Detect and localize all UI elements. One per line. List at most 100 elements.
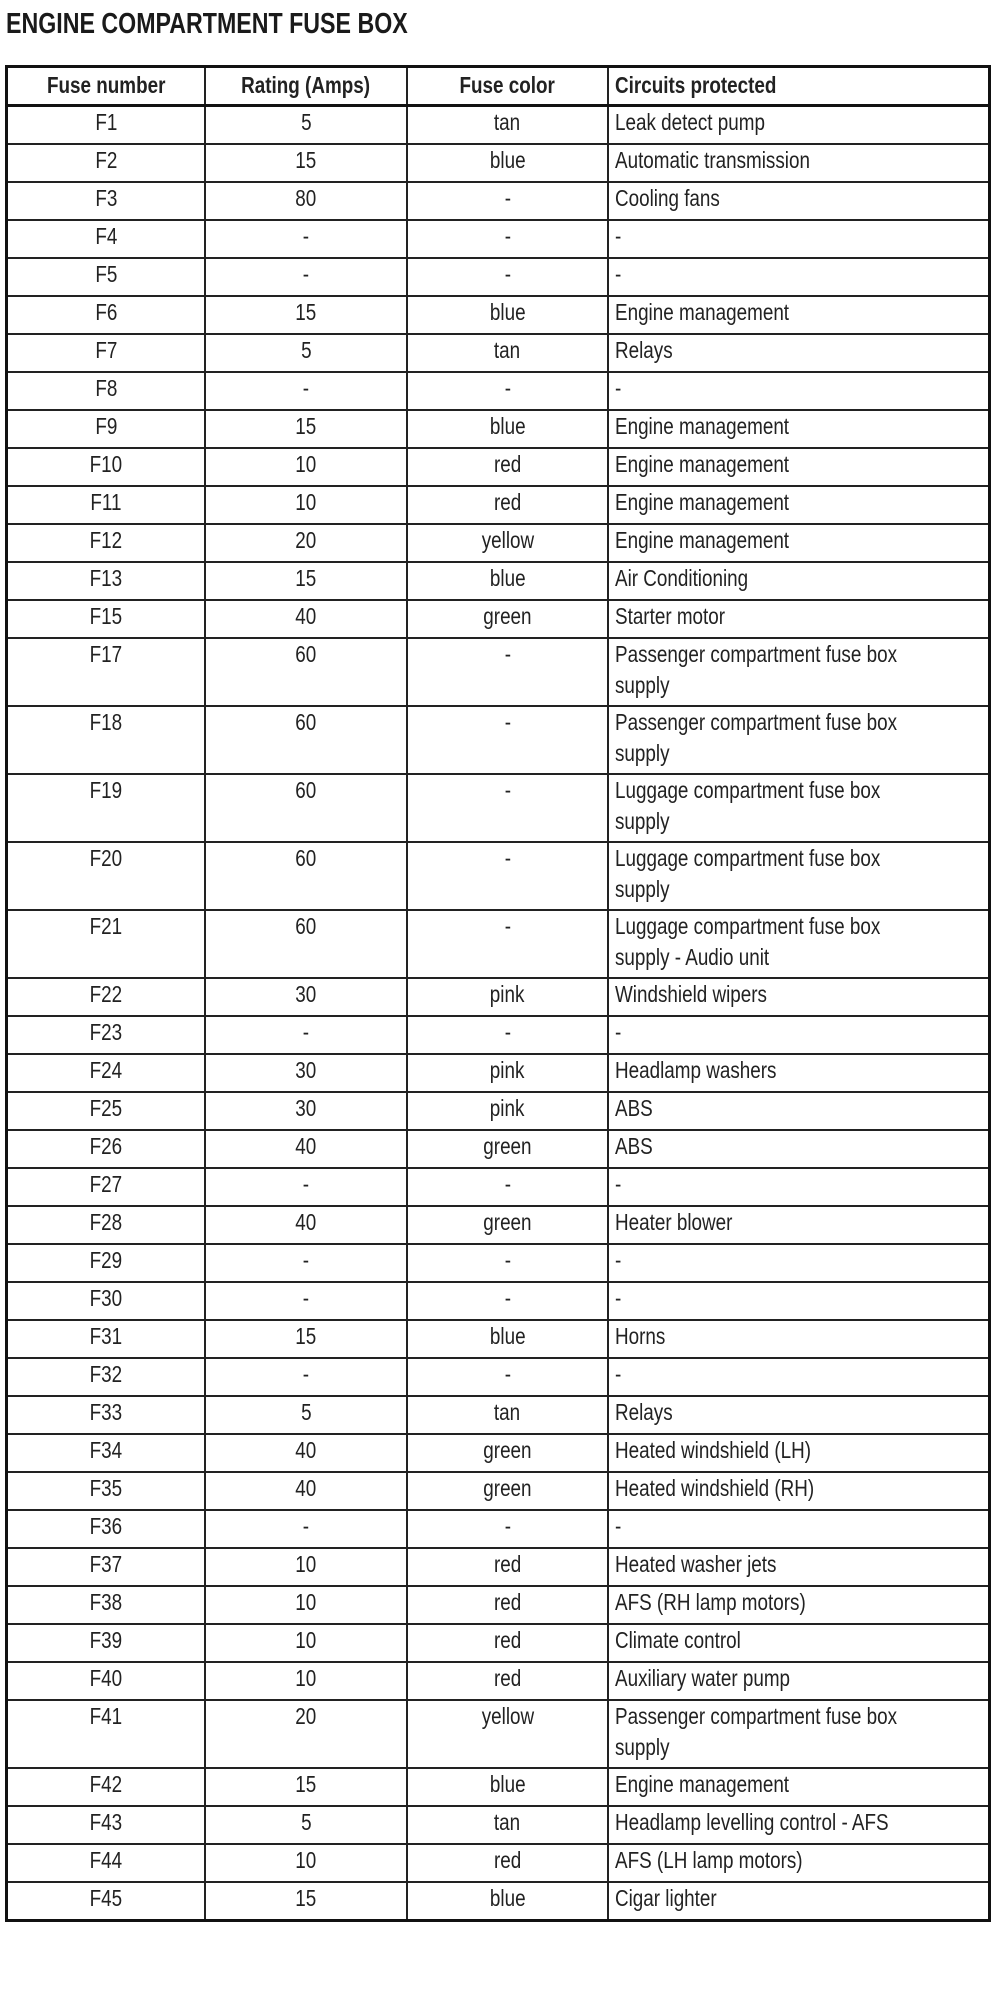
table-row: F29- - -	[5, 1243, 991, 1283]
circuits-cell: Passenger compartment fuse box supply	[607, 1699, 991, 1769]
rating-cell: 15	[204, 561, 408, 601]
table-header-row: Fuse number Rating (Amps) Fuse color Cir…	[5, 65, 991, 107]
fuse-number-cell: F11	[5, 485, 207, 525]
table-row: F4- - -	[5, 219, 991, 259]
rating-cell: 40	[204, 1129, 408, 1169]
fuse-color-cell: blue	[405, 409, 610, 449]
fuse-number-cell: F26	[5, 1129, 207, 1169]
circuits-cell: Heated washer jets	[607, 1547, 991, 1587]
fuse-color-cell: yellow	[405, 1699, 610, 1769]
fuse-color-cell: pink	[405, 1053, 610, 1093]
table-row: F33 5 tan Relays	[5, 1395, 991, 1435]
fuse-number-cell: F5	[5, 257, 207, 297]
table-row: F11 10 red Engine management	[5, 485, 991, 525]
fuse-color-cell: yellow	[405, 523, 610, 563]
fuse-number-cell: F1	[5, 104, 207, 145]
header-circuits: Circuits protected	[607, 65, 991, 107]
circuits-cell: AFS (RH lamp motors)	[607, 1585, 991, 1625]
circuits-cell: Relays	[607, 1395, 991, 1435]
fuse-number-cell: F4	[5, 219, 207, 259]
fuse-color-cell: -	[405, 1015, 610, 1055]
rating-cell: 5	[204, 1805, 408, 1845]
circuits-cell: -	[607, 1167, 991, 1207]
fuse-color-cell: -	[405, 705, 610, 775]
fuse-number-cell: F21	[5, 909, 207, 979]
rating-cell: 15	[204, 1319, 408, 1359]
circuits-cell: Horns	[607, 1319, 991, 1359]
rating-cell: 5	[204, 104, 408, 145]
fuse-color-cell: red	[405, 1585, 610, 1625]
table-row: F18 60- Passenger compartment fuse box sup…	[5, 705, 991, 775]
fuse-number-cell: F30	[5, 1281, 207, 1321]
fuse-color-cell: red	[405, 1623, 610, 1663]
circuits-cell: Automatic transmission	[607, 143, 991, 183]
rating-cell: 20	[204, 523, 408, 563]
rating-cell: -	[204, 1357, 408, 1397]
fuse-color-cell: -	[405, 773, 610, 843]
header-fuse-number: Fuse number	[5, 65, 207, 107]
rating-cell: -	[204, 219, 408, 259]
table-row: F10 10 red Engine management	[5, 447, 991, 487]
circuits-cell: -	[607, 1509, 991, 1549]
table-row: F22 30 pink Windshield wipers	[5, 977, 991, 1017]
table-row: F19 60- Luggage compartment fuse box suppl…	[5, 773, 991, 843]
table-row: F32- - -	[5, 1357, 991, 1397]
fuse-color-cell: blue	[405, 1319, 610, 1359]
fuse-color-cell: red	[405, 1547, 610, 1587]
fuse-number-cell: F8	[5, 371, 207, 411]
rating-cell: 30	[204, 977, 408, 1017]
fuse-color-cell: -	[405, 181, 610, 221]
fuse-color-cell: blue	[405, 1767, 610, 1807]
rating-cell: 40	[204, 599, 408, 639]
fuse-number-cell: F6	[5, 295, 207, 335]
fuse-color-cell: -	[405, 1509, 610, 1549]
table-row: F43 5 tan Headlamp levelling control - AFS	[5, 1805, 991, 1845]
circuits-cell: Passenger compartment fuse box supply	[607, 705, 991, 775]
rating-cell: 60	[204, 909, 408, 979]
circuits-cell: Air Conditioning	[607, 561, 991, 601]
table-row: F31 15 blue Horns	[5, 1319, 991, 1359]
circuits-cell: Heated windshield (LH)	[607, 1433, 991, 1473]
table-row: F34 40 green Heated windshield (LH)	[5, 1433, 991, 1473]
table-row: F44 10 red AFS (LH lamp motors)	[5, 1843, 991, 1883]
table-row: F37 10 red Heated washer jets	[5, 1547, 991, 1587]
table-row: F17 60- Passenger compartment fuse box sup…	[5, 637, 991, 707]
fuse-color-cell: green	[405, 1471, 610, 1511]
circuits-cell: Cooling fans	[607, 181, 991, 221]
table-row: F13 15 blue Air Conditioning	[5, 561, 991, 601]
rating-cell: 10	[204, 485, 408, 525]
rating-cell: 10	[204, 447, 408, 487]
fuse-color-cell: -	[405, 1357, 610, 1397]
rating-cell: -	[204, 257, 408, 297]
circuits-cell: Engine management	[607, 1767, 991, 1807]
table-row: F30- - -	[5, 1281, 991, 1321]
fuse-color-cell: -	[405, 371, 610, 411]
fuse-number-cell: F36	[5, 1509, 207, 1549]
fuse-color-cell: green	[405, 599, 610, 639]
fuse-color-cell: tan	[405, 104, 610, 145]
rating-cell: -	[204, 1509, 408, 1549]
fuse-number-cell: F43	[5, 1805, 207, 1845]
fuse-color-cell: pink	[405, 977, 610, 1017]
table-row: F5- - -	[5, 257, 991, 297]
rating-cell: 40	[204, 1433, 408, 1473]
rating-cell: -	[204, 1015, 408, 1055]
fuse-number-cell: F19	[5, 773, 207, 843]
rating-cell: 15	[204, 143, 408, 183]
circuits-cell: Engine management	[607, 295, 991, 335]
table-row: F38 10 red AFS (RH lamp motors)	[5, 1585, 991, 1625]
fuse-number-cell: F22	[5, 977, 207, 1017]
rating-cell: -	[204, 1167, 408, 1207]
rating-cell: 15	[204, 1767, 408, 1807]
table-row: F26 40 green ABS	[5, 1129, 991, 1169]
fuse-color-cell: green	[405, 1205, 610, 1245]
circuits-cell: Cigar lighter	[607, 1881, 991, 1922]
table-row: F7 5 tan Relays	[5, 333, 991, 373]
fuse-number-cell: F44	[5, 1843, 207, 1883]
fuse-number-cell: F3	[5, 181, 207, 221]
circuits-cell: -	[607, 1281, 991, 1321]
fuse-color-cell: -	[405, 219, 610, 259]
header-rating: Rating (Amps)	[204, 65, 408, 107]
circuits-cell: AFS (LH lamp motors)	[607, 1843, 991, 1883]
rating-cell: 60	[204, 705, 408, 775]
